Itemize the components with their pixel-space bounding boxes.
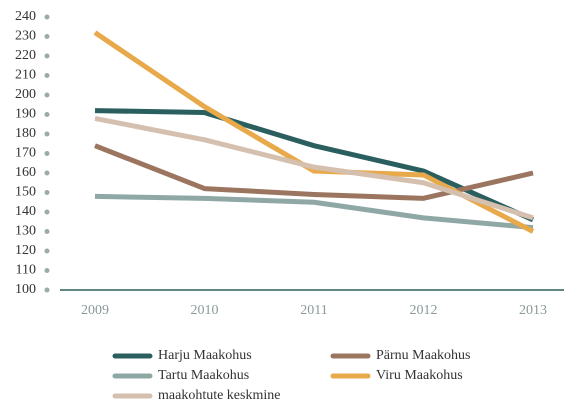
y-tick-label: 200 (15, 87, 36, 102)
series-line (94, 193, 534, 231)
x-tick-label: 2011 (300, 303, 327, 318)
y-tick-label: 230 (15, 29, 36, 44)
y-tick-dot (44, 229, 50, 234)
x-tick-label: 2012 (410, 303, 438, 318)
series-line (94, 108, 535, 223)
x-tick-label: 2010 (191, 303, 219, 318)
y-tick-label: 210 (15, 68, 36, 83)
y-tick-dot (44, 14, 50, 20)
y-tick-dot (44, 268, 50, 273)
y-tick-label: 240 (15, 9, 36, 24)
y-tick-label: 100 (15, 282, 36, 297)
series-line (94, 115, 534, 221)
y-tick-dot (44, 112, 50, 117)
legend-label: maakohtute keskmine (158, 388, 280, 403)
y-tick-label: 220 (15, 48, 36, 63)
y-tick-label: 150 (15, 185, 36, 200)
legend-label: Viru Maakohus (376, 368, 463, 383)
legend-label: Harju Maakohus (158, 348, 252, 363)
y-tick-label: 130 (15, 224, 36, 239)
y-tick-dot (44, 131, 50, 137)
y-tick-label: 160 (15, 165, 36, 180)
y-tick-dot (44, 209, 50, 215)
legend-label: Tartu Maakohus (158, 368, 249, 383)
y-tick-dot (44, 53, 50, 59)
series-line (94, 143, 534, 201)
y-tick-dot (44, 92, 50, 98)
x-tick-label: 2013 (519, 303, 547, 318)
y-tick-label: 170 (15, 146, 36, 161)
y-tick-dot (44, 287, 50, 293)
y-tick-dot (44, 170, 50, 176)
y-tick-dot (44, 34, 50, 39)
y-tick-dot (44, 248, 50, 254)
y-tick-label: 190 (15, 107, 36, 122)
y-tick-dot (44, 73, 50, 78)
y-tick-label: 110 (16, 263, 36, 278)
y-tick-dot (44, 151, 50, 156)
y-tick-dot (44, 190, 50, 195)
y-tick-label: 140 (15, 204, 36, 219)
x-tick-label: 2009 (81, 303, 109, 318)
y-tick-label: 120 (15, 243, 36, 258)
legend-label: Pärnu Maakohus (376, 348, 471, 363)
y-tick-label: 180 (15, 126, 36, 141)
